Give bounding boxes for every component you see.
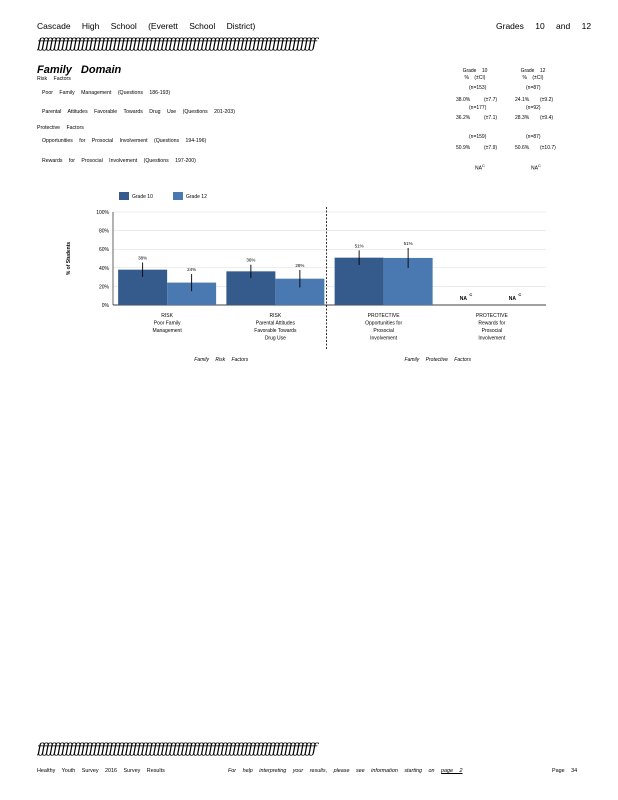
x-category-label: Favorable Towards <box>254 328 297 334</box>
y-tick-label: 0% <box>102 303 110 309</box>
table-ci-grade12: (±10.7) <box>540 145 556 151</box>
y-tick-label: 80% <box>99 229 110 235</box>
page-number: Page 34 <box>552 768 578 774</box>
bar-na-label: NA <box>460 296 468 302</box>
group-label-protective: Family Protective Factors <box>405 357 472 363</box>
table-row-label: Parental Attitudes Favorable Towards Dru… <box>42 109 235 115</box>
bar-chart: 0% 20% 40% 60% 80% 100% % of Students Grade 10 G… <box>66 192 546 363</box>
col-grade10-unit: % (±CI) <box>464 75 486 81</box>
group-label-risk: Family Risk Factors <box>194 357 248 363</box>
school-name: Cascade High School (Everett School Dist… <box>37 21 256 31</box>
x-category-label: RISK <box>270 313 282 319</box>
bar <box>167 282 217 305</box>
grades-label: Grades 10 and 12 <box>496 21 592 31</box>
protective-factors-heading: Protective Factors <box>37 125 84 131</box>
risk-factors-heading: Risk Factors <box>37 76 71 82</box>
bar-na-superscript: C <box>469 292 472 297</box>
bar-value-label: 51% <box>355 243 364 248</box>
y-tick-label: 40% <box>99 266 110 272</box>
table-value-grade10: NAC <box>475 163 485 172</box>
table-row-label: Poor Family Management (Questions 186-19… <box>42 90 171 96</box>
col-grade12-heading: Grade 12 <box>520 68 546 74</box>
table-n-grade12: (n=92) <box>526 105 541 111</box>
table-ci-grade10: (±7.7) <box>484 97 498 103</box>
top-rule: ƒƒƒƒƒƒƒƒƒƒƒƒƒƒƒƒƒƒƒƒƒƒƒƒƒƒƒƒƒƒƒƒƒƒƒƒƒƒƒƒ… <box>37 36 317 52</box>
bar-value-label: 36% <box>246 258 255 263</box>
bar-value-label: 24% <box>187 267 196 272</box>
col-grade10-heading: Grade 10 <box>462 68 488 74</box>
bar-value-label: 28% <box>295 263 304 268</box>
x-category-label: Drug Use <box>265 336 286 342</box>
x-category-label: Parental Attitudes <box>256 321 296 327</box>
y-tick-label: 60% <box>99 247 110 253</box>
x-category-label: Management <box>153 328 183 334</box>
table-ci-grade12: (±9.4) <box>540 115 554 121</box>
section-title: Family Domain <box>37 64 122 76</box>
y-tick-label: 100% <box>96 210 109 216</box>
x-category-label: RISK <box>161 313 173 319</box>
help-page-link[interactable]: page 2 <box>441 768 463 774</box>
legend-label: Grade 10 <box>132 194 153 200</box>
table-ci-grade12: (±9.2) <box>540 97 554 103</box>
col-grade12-unit: % (±CI) <box>522 75 544 81</box>
x-category-label: Prosocial <box>482 328 503 334</box>
x-category-label: Involvement <box>478 336 506 342</box>
legend-swatch <box>119 192 129 200</box>
table-ci-grade10: (±7.1) <box>484 115 498 121</box>
table-value-grade10: 38.0% <box>456 97 471 103</box>
footer-help-text: For help interpreting your results, plea… <box>228 768 463 774</box>
legend-swatch <box>173 192 183 200</box>
table-n-grade10: (n=159) <box>469 134 487 140</box>
x-category-label: Poor Family <box>154 321 181 327</box>
bar <box>334 257 384 305</box>
x-category-label: Opportunities for <box>365 321 402 327</box>
y-tick-label: 20% <box>99 284 110 290</box>
table-value-grade12: 24.1% <box>515 97 530 103</box>
table-ci-grade10: (±7.9) <box>484 145 498 151</box>
table-value-grade12: NAC <box>531 163 541 172</box>
table-value-grade12: 50.6% <box>515 145 530 151</box>
bar-value-label: 51% <box>404 241 413 246</box>
x-category-label: Rewards for <box>478 321 505 327</box>
bar-na-label: NA <box>509 296 517 302</box>
table-value-grade12: 28.3% <box>515 115 530 121</box>
x-category-label: Prosocial <box>373 328 394 334</box>
x-category-label: PROTECTIVE <box>368 313 401 319</box>
bottom-rule: ƒƒƒƒƒƒƒƒƒƒƒƒƒƒƒƒƒƒƒƒƒƒƒƒƒƒƒƒƒƒƒƒƒƒƒƒƒƒƒƒ… <box>37 741 317 757</box>
legend-label: Grade 12 <box>186 194 207 200</box>
bar-value-label: 38% <box>138 255 147 260</box>
x-category-label: PROTECTIVE <box>476 313 509 319</box>
x-category-label: Involvement <box>370 336 398 342</box>
table-n-grade12: (n=87) <box>526 134 541 140</box>
table-n-grade10: (n=177) <box>469 105 487 111</box>
table-value-grade10: 50.9% <box>456 145 471 151</box>
table-row-label: Opportunities for Prosocial Involvement … <box>42 138 207 144</box>
table-row-label: Rewards for Prosocial Involvement (Quest… <box>42 158 196 164</box>
table-value-grade10: 36.2% <box>456 115 471 121</box>
table-n-grade12: (n=87) <box>526 85 541 91</box>
table-n-grade10: (n=153) <box>469 85 487 91</box>
y-axis-label: % of Students <box>66 242 72 276</box>
footer-survey-name: Healthy Youth Survey 2016 Survey Results <box>37 768 165 774</box>
bar-na-superscript: C <box>518 292 521 297</box>
